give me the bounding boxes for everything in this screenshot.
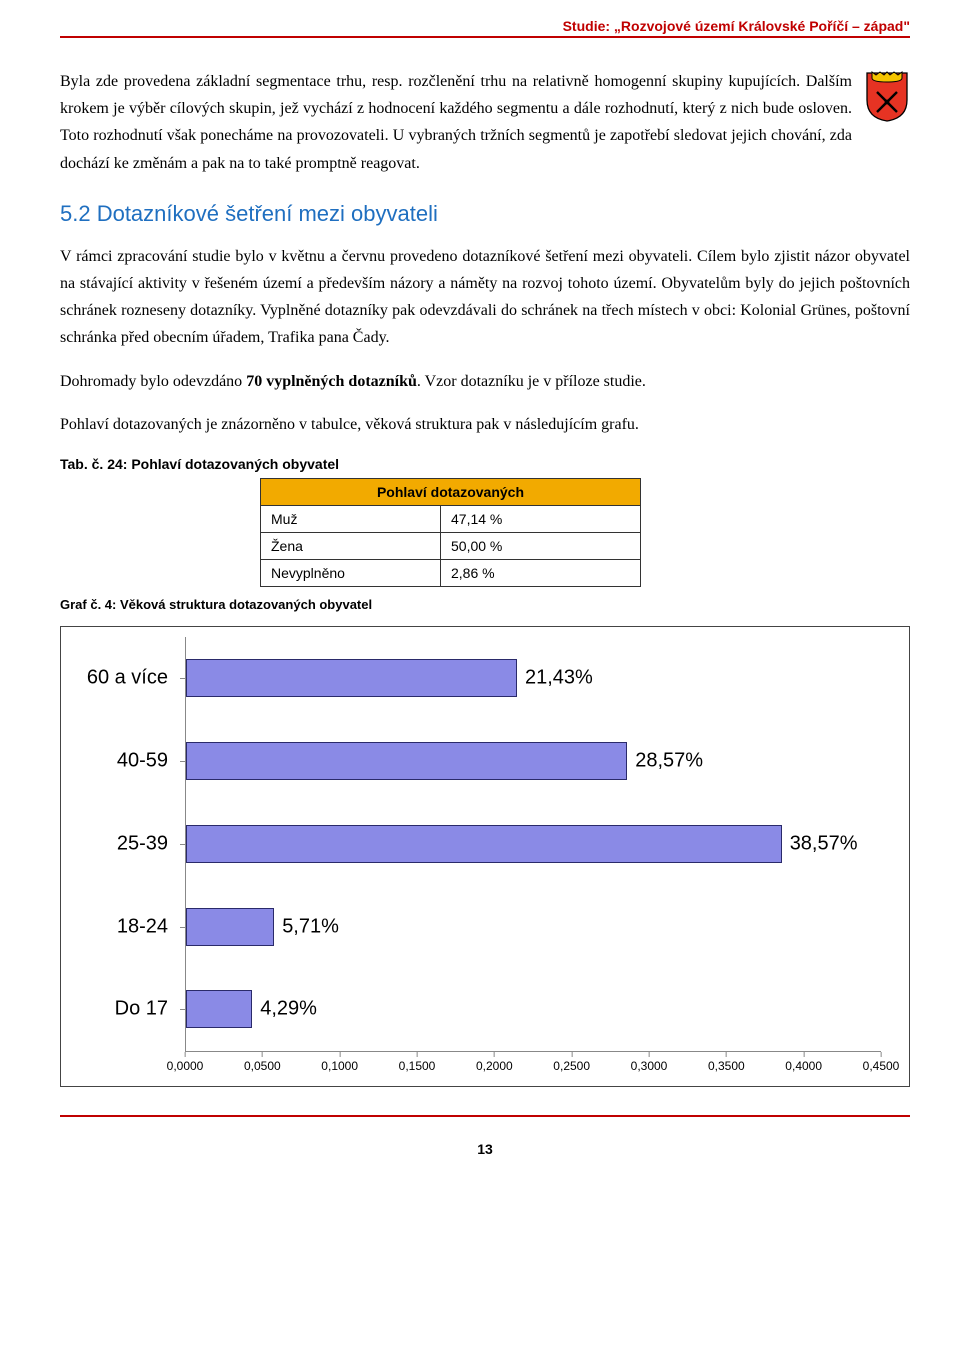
chart-bar-row: 40-5928,57% [186,720,881,803]
x-tick-label: 0,3000 [631,1059,668,1073]
page-header: Studie: „Rozvojové území Královské Poříč… [60,18,910,38]
table-header: Pohlaví dotazovaných [261,478,641,505]
paragraph-table-intro: Pohlaví dotazovaných je znázorněno v tab… [60,411,910,438]
x-tick: 0,3000 [631,1052,668,1073]
gender-table: Pohlaví dotazovaných Muž 47,14 % Žena 50… [260,478,641,587]
x-tick: 0,4500 [863,1052,900,1073]
paragraph-survey-count: Dohromady bylo odevzdáno 70 vyplněných d… [60,368,910,395]
chart-bar-row: Do 174,29% [186,968,881,1051]
bar-value-label: 28,57% [627,750,703,773]
bar [186,908,274,946]
chart-bar-row: 25-3938,57% [186,802,881,885]
table-cell-label: Nevyplněno [261,559,441,586]
x-tick: 0,2000 [476,1052,513,1073]
table-row: Žena 50,00 % [261,532,641,559]
bar-value-label: 5,71% [274,915,339,938]
municipal-crest-icon [864,70,910,127]
x-tick-label: 0,4500 [863,1059,900,1073]
text-part: . Vzor dotazníku je v příloze studie. [417,373,646,390]
x-tick-label: 0,1000 [321,1059,358,1073]
x-tick: 0,2500 [553,1052,590,1073]
paragraph-segmentation: Byla zde provedena základní segmentace t… [60,68,910,177]
x-tick: 0,3500 [708,1052,745,1073]
category-label: 18-24 [117,915,186,938]
table-cell-label: Žena [261,532,441,559]
table-cell-label: Muž [261,505,441,532]
chart-x-axis: 0,00000,05000,10000,15000,20000,25000,30… [185,1052,881,1074]
bar [186,742,627,780]
x-tick-label: 0,2000 [476,1059,513,1073]
x-tick-label: 0,3500 [708,1059,745,1073]
bold-count: 70 vyplněných dotazníků [246,373,417,390]
chart-bar-row: 18-245,71% [186,885,881,968]
bar [186,990,252,1028]
x-tick-label: 0,0000 [167,1059,204,1073]
category-label: 40-59 [117,750,186,773]
bar-value-label: 21,43% [517,667,593,690]
table-row: Muž 47,14 % [261,505,641,532]
chart-bar-row: 60 a více21,43% [186,637,881,720]
x-tick: 0,1000 [321,1052,358,1073]
x-tick: 0,4000 [785,1052,822,1073]
table-cell-value: 50,00 % [441,532,641,559]
bar [186,825,782,863]
x-tick-label: 0,0500 [244,1059,281,1073]
category-label: 25-39 [117,832,186,855]
page-number: 13 [60,1141,910,1157]
footer-rule: 13 [60,1115,910,1157]
x-tick: 0,0000 [167,1052,204,1073]
x-tick: 0,1500 [399,1052,436,1073]
text-part: Dohromady bylo odevzdáno [60,373,246,390]
x-tick-label: 0,1500 [399,1059,436,1073]
table-row: Nevyplněno 2,86 % [261,559,641,586]
paragraph-survey-intro: V rámci zpracování studie bylo v květnu … [60,243,910,352]
section-heading-5-2: 5.2 Dotazníkové šetření mezi obyvateli [60,201,910,227]
chart-caption: Graf č. 4: Věková struktura dotazovaných… [60,597,910,612]
x-tick-label: 0,4000 [785,1059,822,1073]
age-structure-chart: 60 a více21,43%40-5928,57%25-3938,57%18-… [60,626,910,1087]
chart-plot-area: 60 a více21,43%40-5928,57%25-3938,57%18-… [185,637,881,1052]
category-label: Do 17 [115,998,186,1021]
bar-value-label: 4,29% [252,998,317,1021]
x-tick: 0,0500 [244,1052,281,1073]
table-caption: Tab. č. 24: Pohlaví dotazovaných obyvate… [60,456,910,472]
bar [186,659,517,697]
table-cell-value: 2,86 % [441,559,641,586]
table-cell-value: 47,14 % [441,505,641,532]
x-tick-label: 0,2500 [553,1059,590,1073]
bar-value-label: 38,57% [782,832,858,855]
category-label: 60 a více [87,667,186,690]
